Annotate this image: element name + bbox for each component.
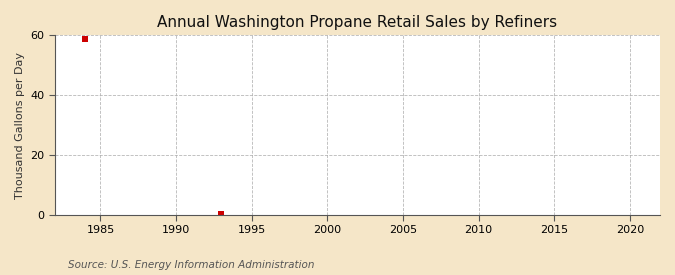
Y-axis label: Thousand Gallons per Day: Thousand Gallons per Day [15,52,25,199]
Title: Annual Washington Propane Retail Sales by Refiners: Annual Washington Propane Retail Sales b… [157,15,558,30]
Text: Source: U.S. Energy Information Administration: Source: U.S. Energy Information Administ… [68,260,314,270]
